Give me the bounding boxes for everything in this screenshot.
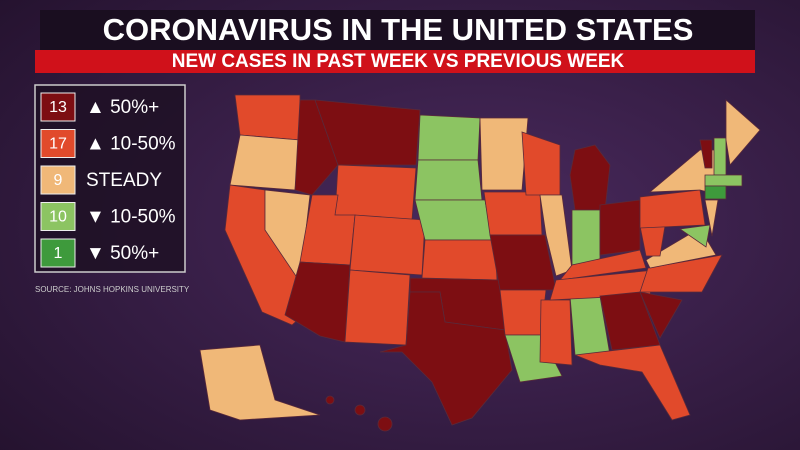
legend-swatch	[40, 238, 76, 268]
legend-count: 17	[49, 136, 67, 153]
subtitle: NEW CASES IN PAST WEEK VS PREVIOUS WEEK	[172, 51, 625, 72]
title-banner	[40, 10, 755, 50]
legend-swatch	[40, 165, 76, 195]
us-map	[199, 94, 761, 432]
title: CORONAVIRUS IN THE UNITED STATES	[103, 12, 694, 47]
legend-swatch	[40, 129, 76, 158]
legend: 13 ▲ 50%+ 17 ▲ 10-50% 9 STEADY 10 ▼ 10-50% 1 ▼ 50…	[34, 84, 186, 273]
legend-label: STEADY	[86, 170, 162, 191]
legend-swatch	[40, 92, 76, 122]
legend-label: ▼ 50%+	[86, 243, 159, 264]
legend-label: ▼ 10-50%	[86, 207, 176, 228]
legend-swatch	[40, 202, 76, 231]
source: SOURCE: JOHNS HOPKINS UNIVERSITY	[35, 285, 190, 294]
legend-count: 9	[54, 172, 63, 189]
legend-count: 1	[54, 245, 63, 262]
subtitle-banner	[35, 50, 755, 73]
legend-count: 10	[49, 209, 67, 226]
legend-label: ▲ 10-50%	[86, 134, 176, 155]
legend-label: ▲ 50%+	[86, 97, 159, 118]
legend-count: 13	[49, 99, 67, 116]
